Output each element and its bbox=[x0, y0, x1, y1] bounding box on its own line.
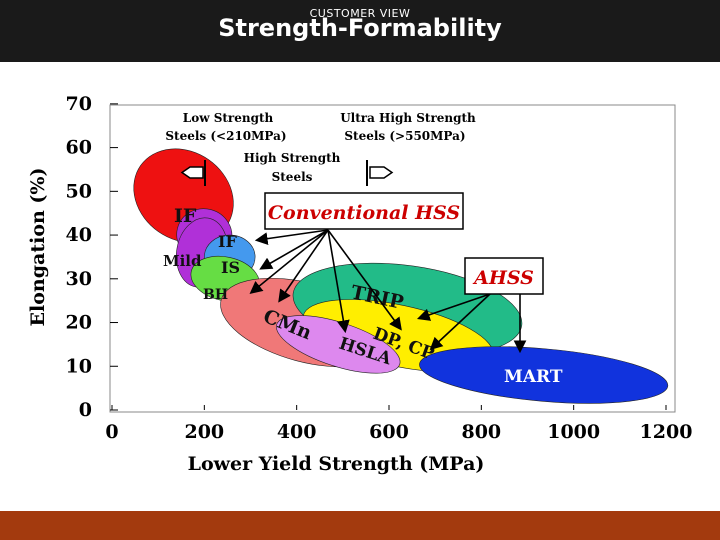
y-tick-label: 10 bbox=[66, 355, 92, 377]
region-label: MART bbox=[504, 367, 563, 387]
ultra-high-strength-range: Steels (>550MPa) bbox=[344, 129, 465, 143]
y-tick-label: 20 bbox=[66, 312, 92, 334]
region-label: Mild bbox=[163, 252, 202, 270]
y-tick-label: 40 bbox=[66, 224, 92, 246]
x-tick-label: 400 bbox=[277, 421, 317, 443]
callout-arrows bbox=[249, 229, 527, 354]
low-strength-range: Steels (<210MPa) bbox=[165, 129, 286, 143]
low-strength-arrow bbox=[180, 166, 204, 179]
x-tick-label: 0 bbox=[105, 421, 118, 443]
callout-arrow bbox=[327, 229, 402, 331]
ahss-label: AHSS bbox=[472, 267, 534, 289]
y-axis-label: Elongation (%) bbox=[27, 168, 49, 327]
y-tick-label: 30 bbox=[66, 268, 92, 290]
conventional-hss-label: Conventional HSS bbox=[268, 202, 460, 224]
x-axis-ticks: 0 200 400 600 800 1000 1200 bbox=[105, 405, 692, 443]
callout-arrow bbox=[259, 229, 329, 270]
x-tick-label: 600 bbox=[369, 421, 409, 443]
callout-arrow bbox=[278, 229, 329, 303]
callouts: Conventional HSS AHSS bbox=[249, 192, 544, 354]
x-axis-label: Lower Yield Strength (MPa) bbox=[188, 453, 485, 475]
callout-arrow bbox=[249, 229, 329, 295]
y-tick-label: 60 bbox=[66, 137, 92, 159]
callout-arrow bbox=[416, 293, 491, 321]
x-tick-label: 200 bbox=[184, 421, 224, 443]
high-strength-label: High Strength bbox=[244, 151, 341, 165]
region-label: IF bbox=[174, 205, 197, 227]
y-tick-label: 50 bbox=[66, 180, 92, 202]
low-strength-label: Low Strength bbox=[183, 111, 274, 125]
x-tick-label: 1200 bbox=[640, 421, 693, 443]
footer-text: CUSTOMER VIEW bbox=[309, 7, 411, 20]
ultra-high-strength-label: Ultra High Strength bbox=[340, 111, 476, 125]
region-label: IS bbox=[221, 258, 240, 277]
footer-bar bbox=[0, 511, 720, 540]
callout-arrow bbox=[429, 293, 491, 351]
regions-layer bbox=[133, 148, 669, 404]
x-tick-label: 1000 bbox=[547, 421, 600, 443]
slide-title: Strength-Formability bbox=[218, 14, 502, 42]
y-tick-label: 70 bbox=[66, 93, 92, 115]
region-label: BH bbox=[203, 287, 228, 303]
callout-arrow bbox=[327, 229, 350, 334]
conventional-hss-box bbox=[264, 192, 464, 230]
callout-arrow bbox=[254, 229, 329, 245]
region-label: IF bbox=[218, 232, 237, 251]
region-mart bbox=[419, 346, 669, 404]
ultra-high-strength-arrow bbox=[369, 166, 394, 179]
ahss-box bbox=[464, 257, 544, 295]
y-axis-ticks: 0 10 20 30 40 50 60 70 bbox=[66, 93, 118, 421]
high-strength-sublabel: Steels bbox=[272, 170, 313, 184]
title-bar bbox=[0, 0, 720, 62]
x-tick-label: 800 bbox=[461, 421, 501, 443]
y-tick-label: 0 bbox=[79, 399, 92, 421]
